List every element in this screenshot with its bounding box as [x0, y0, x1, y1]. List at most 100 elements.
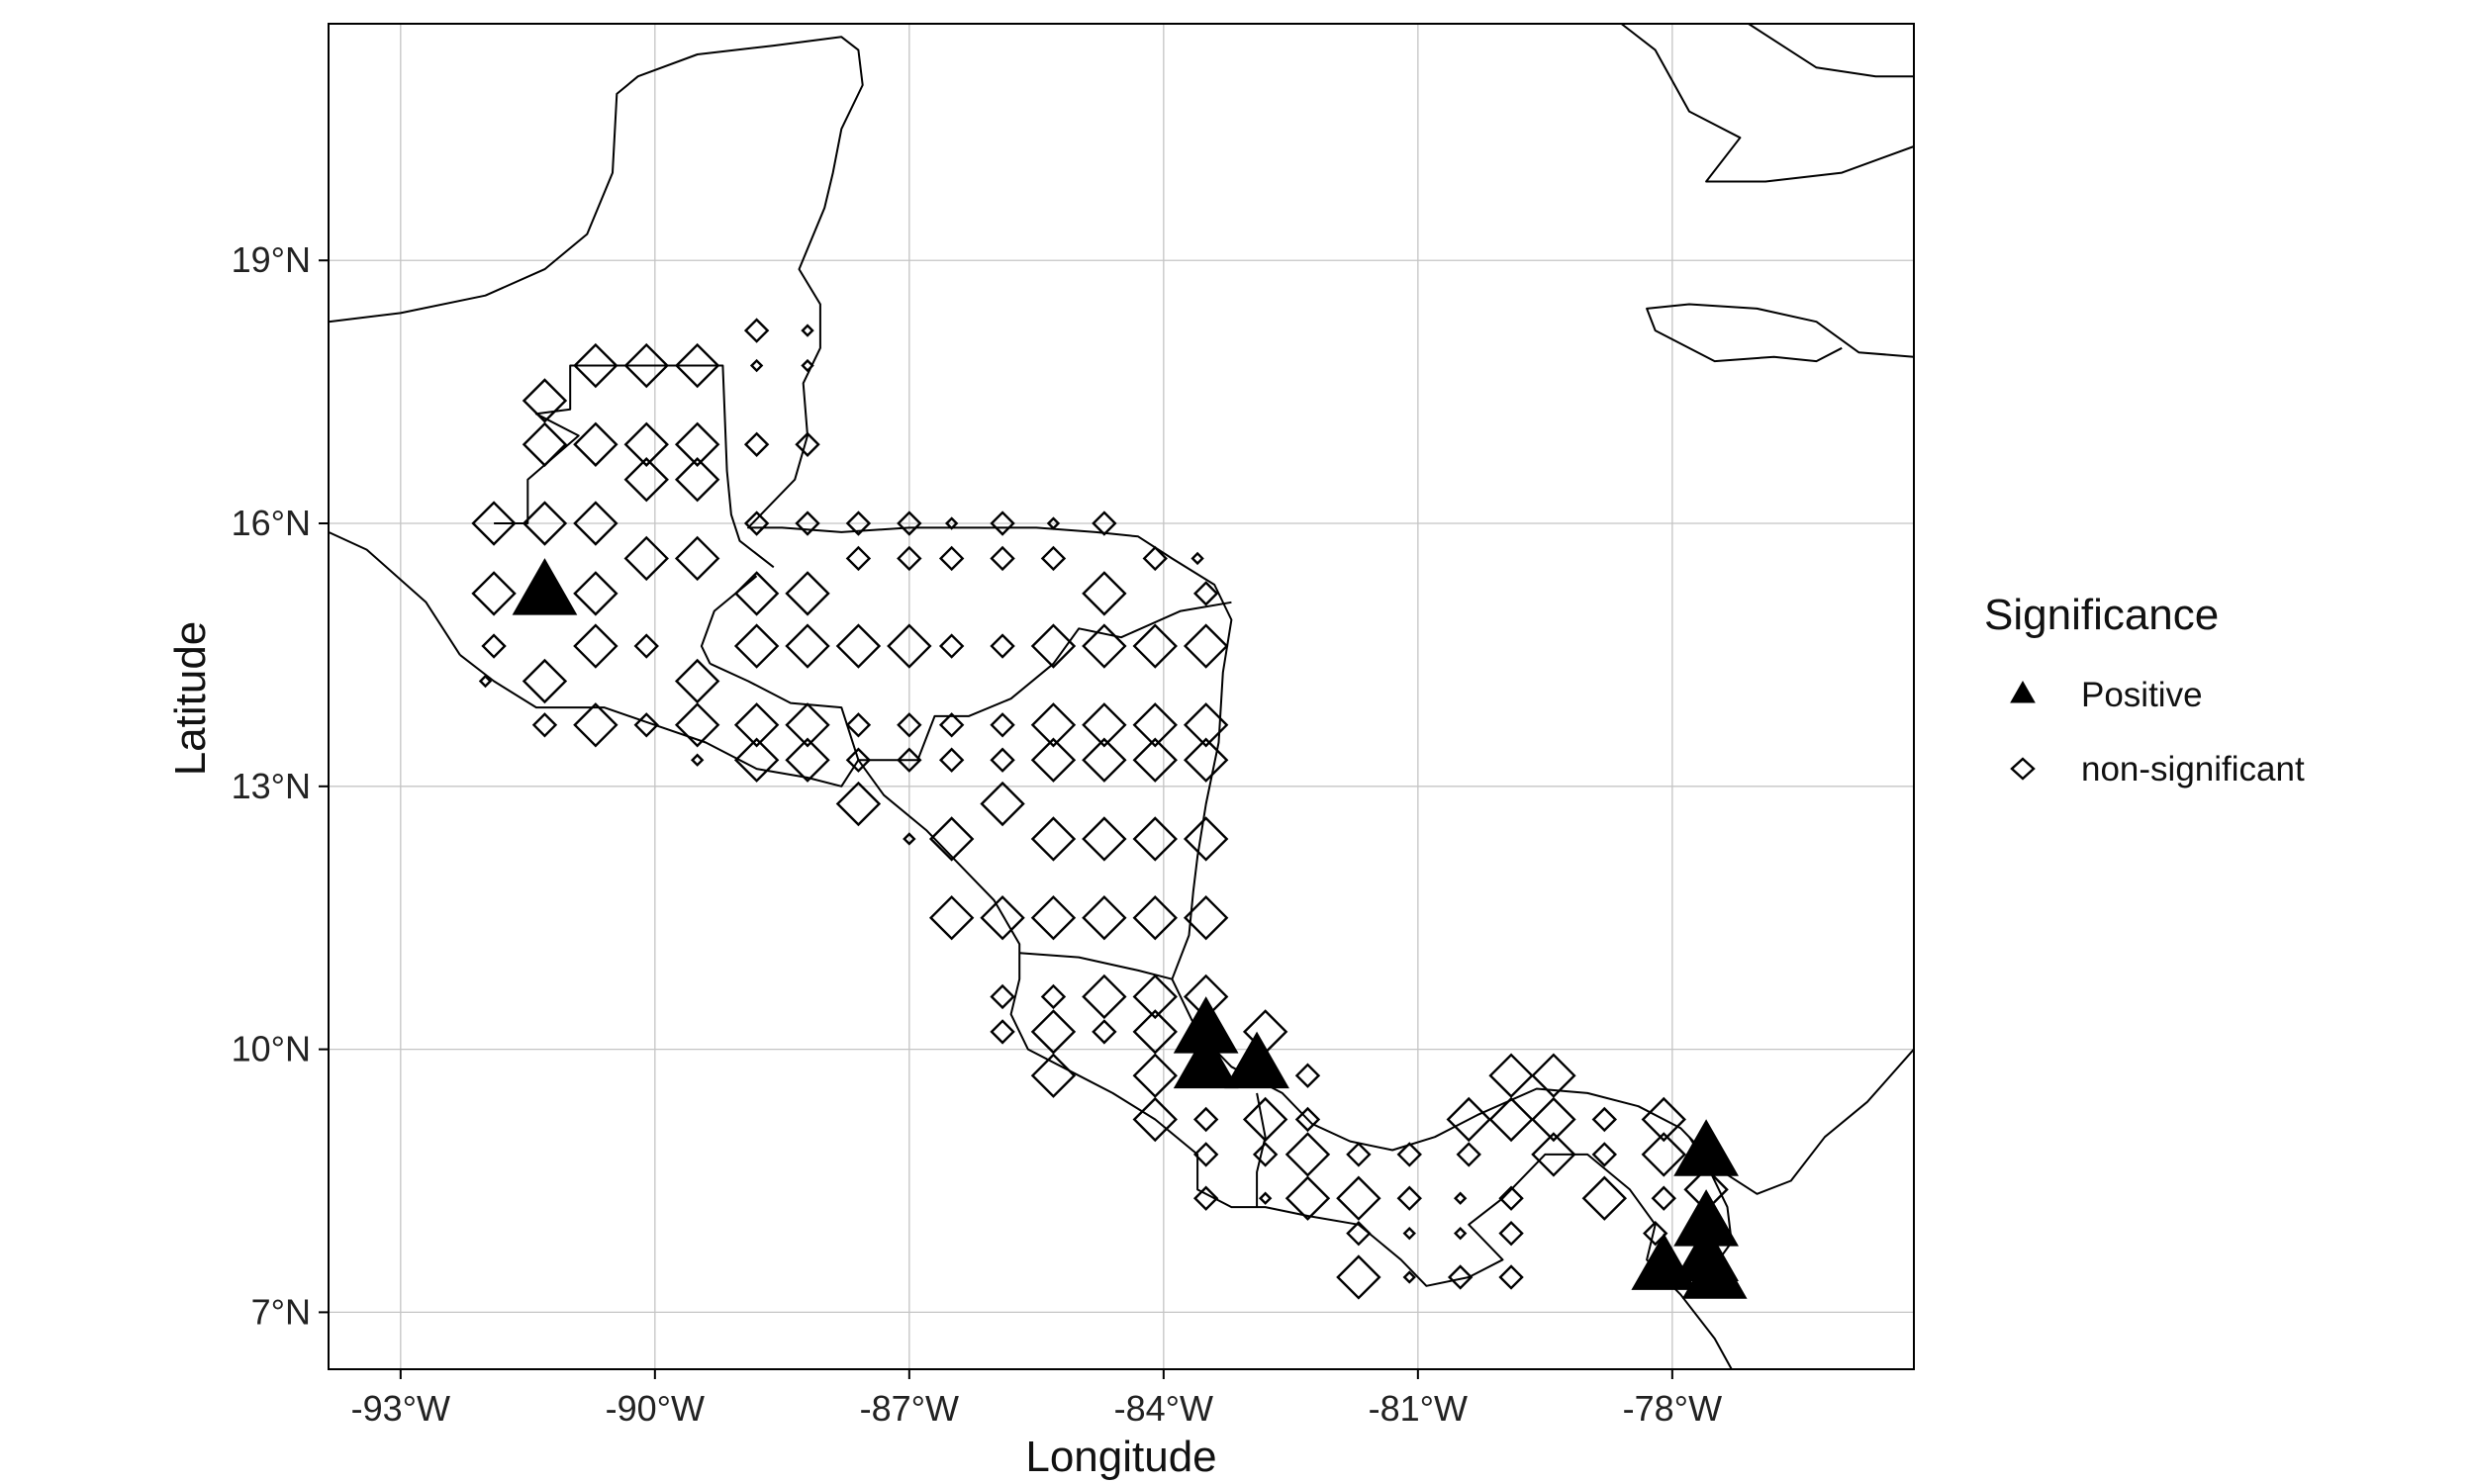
- nonsignificant-diamond-point: [623, 457, 669, 503]
- nonsignificant-diamond-point: [1531, 1096, 1576, 1143]
- coastline-border-path: [494, 364, 775, 569]
- nonsignificant-diamond-point: [980, 895, 1025, 941]
- positive-triangle-point: [1681, 1242, 1748, 1299]
- nonsignificant-diamond-point: [990, 633, 1015, 659]
- nonsignificant-diamond-point: [1132, 974, 1178, 1020]
- x-tick-label: -78°W: [1623, 1388, 1722, 1429]
- coastline-border-path: [700, 575, 758, 665]
- nonsignificant-diamond-point: [990, 545, 1015, 572]
- coastline-border-path: [710, 662, 860, 761]
- nonsignificant-diamond-point: [1132, 895, 1178, 941]
- nonsignificant-diamond-point: [1030, 702, 1077, 748]
- nonsignificant-diamond-point: [1183, 895, 1229, 941]
- nonsignificant-diamond-point: [1591, 1106, 1618, 1133]
- nonsignificant-diamond-point: [531, 712, 558, 738]
- nonsignificant-diamond-point: [1531, 1053, 1576, 1098]
- nonsignificant-diamond-point: [1294, 1106, 1321, 1133]
- nonsignificant-diamond-point: [903, 832, 916, 846]
- nonsignificant-diamond-point: [1030, 737, 1077, 783]
- nonsignificant-diamond-point: [1132, 1096, 1178, 1143]
- nonsignificant-diamond-point: [1402, 1270, 1416, 1284]
- nonsignificant-diamond-point: [1498, 1264, 1524, 1290]
- nonsignificant-diamond-point: [1092, 1019, 1117, 1045]
- nonsignificant-diamond-point: [1498, 1220, 1524, 1247]
- nonsignificant-diamond-point: [1285, 1132, 1331, 1177]
- nonsignificant-diamond-point: [938, 545, 965, 572]
- nonsignificant-diamond-point: [1030, 895, 1077, 941]
- nonsignificant-diamond-point: [1192, 581, 1219, 606]
- x-tick-label: -90°W: [606, 1388, 705, 1429]
- nonsignificant-diamond-point: [478, 674, 493, 689]
- nonsignificant-diamond-point: [1030, 816, 1077, 862]
- nonsignificant-diamond-point: [1142, 545, 1168, 572]
- nonsignificant-diamond-point: [845, 747, 872, 773]
- nonsignificant-diamond-point: [845, 510, 872, 536]
- nonsignificant-diamond-point: [522, 658, 568, 704]
- nonsignificant-diamond-point: [928, 895, 975, 941]
- nonsignificant-diamond-point: [1396, 1185, 1422, 1211]
- nonsignificant-diamond-point: [749, 358, 764, 373]
- coastline-border-path: [459, 654, 1733, 1370]
- nonsignificant-diamond-point: [887, 623, 932, 669]
- nonsignificant-diamond-point: [1040, 545, 1067, 572]
- nonsignificant-diamond-point: [990, 712, 1015, 738]
- nonsignificant-diamond-point: [633, 712, 659, 738]
- nonsignificant-diamond-point: [1132, 1053, 1178, 1098]
- positive-triangle-point: [1631, 1233, 1697, 1290]
- nonsignificant-diamond-point: [944, 516, 959, 530]
- nonsignificant-diamond-point: [938, 712, 965, 738]
- coastline-layer: [328, 23, 1915, 1370]
- positive-triangle-point: [1173, 1031, 1239, 1089]
- nonsignificant-diamond-point: [674, 421, 720, 467]
- coastline-border-path: [1748, 23, 1914, 78]
- nonsignificant-diamond-point: [573, 421, 618, 467]
- nonsignificant-diamond-point: [1242, 1096, 1288, 1143]
- nonsignificant-diamond-point: [1030, 1053, 1077, 1098]
- nonsignificant-diamond-point: [897, 712, 922, 738]
- nonsignificant-diamond-point: [1183, 702, 1229, 748]
- nonsignificant-diamond-point: [1336, 1175, 1381, 1221]
- nonsignificant-diamond-point: [897, 545, 922, 572]
- x-tick-label: -81°W: [1369, 1388, 1468, 1429]
- nonsignificant-diamond-point: [1488, 1096, 1534, 1143]
- nonsignificant-diamond-point: [785, 571, 830, 616]
- nonsignificant-diamond-point: [1092, 510, 1117, 536]
- legend-title: Significance: [1984, 591, 2219, 639]
- nonsignificant-diamond-point: [1581, 1175, 1628, 1221]
- nonsignificant-diamond-point: [1190, 551, 1204, 566]
- nonsignificant-diamond-point: [522, 501, 568, 546]
- nonsignificant-diamond-point: [1082, 816, 1127, 862]
- nonsignificant-diamond-point: [1641, 1096, 1686, 1143]
- nonsignificant-diamond-point: [1192, 1185, 1219, 1211]
- nonsignificant-diamond-point: [1082, 702, 1127, 748]
- nonsignificant-diamond-point: [1258, 1191, 1273, 1205]
- nonsignificant-diamond-point: [674, 658, 720, 704]
- nonsignificant-diamond-point: [1132, 737, 1178, 783]
- nonsignificant-diamond-point: [1453, 1191, 1468, 1205]
- grid-layer: [329, 24, 1914, 1369]
- nonsignificant-diamond-point: [743, 510, 770, 536]
- nonsignificant-diamond-point: [674, 457, 720, 503]
- nonsignificant-diamond-point: [733, 571, 780, 616]
- legend-key-positive-triangle: [2010, 680, 2036, 703]
- nonsignificant-diamond-point: [733, 623, 780, 669]
- coastline-border-path: [1646, 303, 1915, 363]
- nonsignificant-diamond-point: [1040, 983, 1067, 1010]
- nonsignificant-diamond-point: [573, 702, 618, 748]
- nonsignificant-diamond-point: [743, 318, 770, 343]
- nonsignificant-diamond-point: [522, 378, 568, 423]
- nonsignificant-diamond-point: [623, 535, 669, 582]
- nonsignificant-diamond-point: [1082, 571, 1127, 616]
- positive-triangle-point: [512, 558, 578, 615]
- nonsignificant-diamond-point: [1030, 1009, 1077, 1055]
- nonsignificant-diamond-point: [633, 633, 659, 659]
- nonsignificant-diamond-point: [1591, 1142, 1618, 1167]
- x-axis-title: Longitude: [1025, 1433, 1216, 1481]
- nonsignificant-diamond-point: [1294, 1063, 1321, 1088]
- nonsignificant-diamond-point: [1252, 1142, 1279, 1167]
- nonsignificant-diamond-point: [897, 510, 922, 536]
- nonsignificant-diamond-point: [1082, 974, 1127, 1020]
- legend-label-nonsignificant: non-significant: [2081, 750, 2305, 788]
- coastline-border-path: [1620, 23, 1915, 183]
